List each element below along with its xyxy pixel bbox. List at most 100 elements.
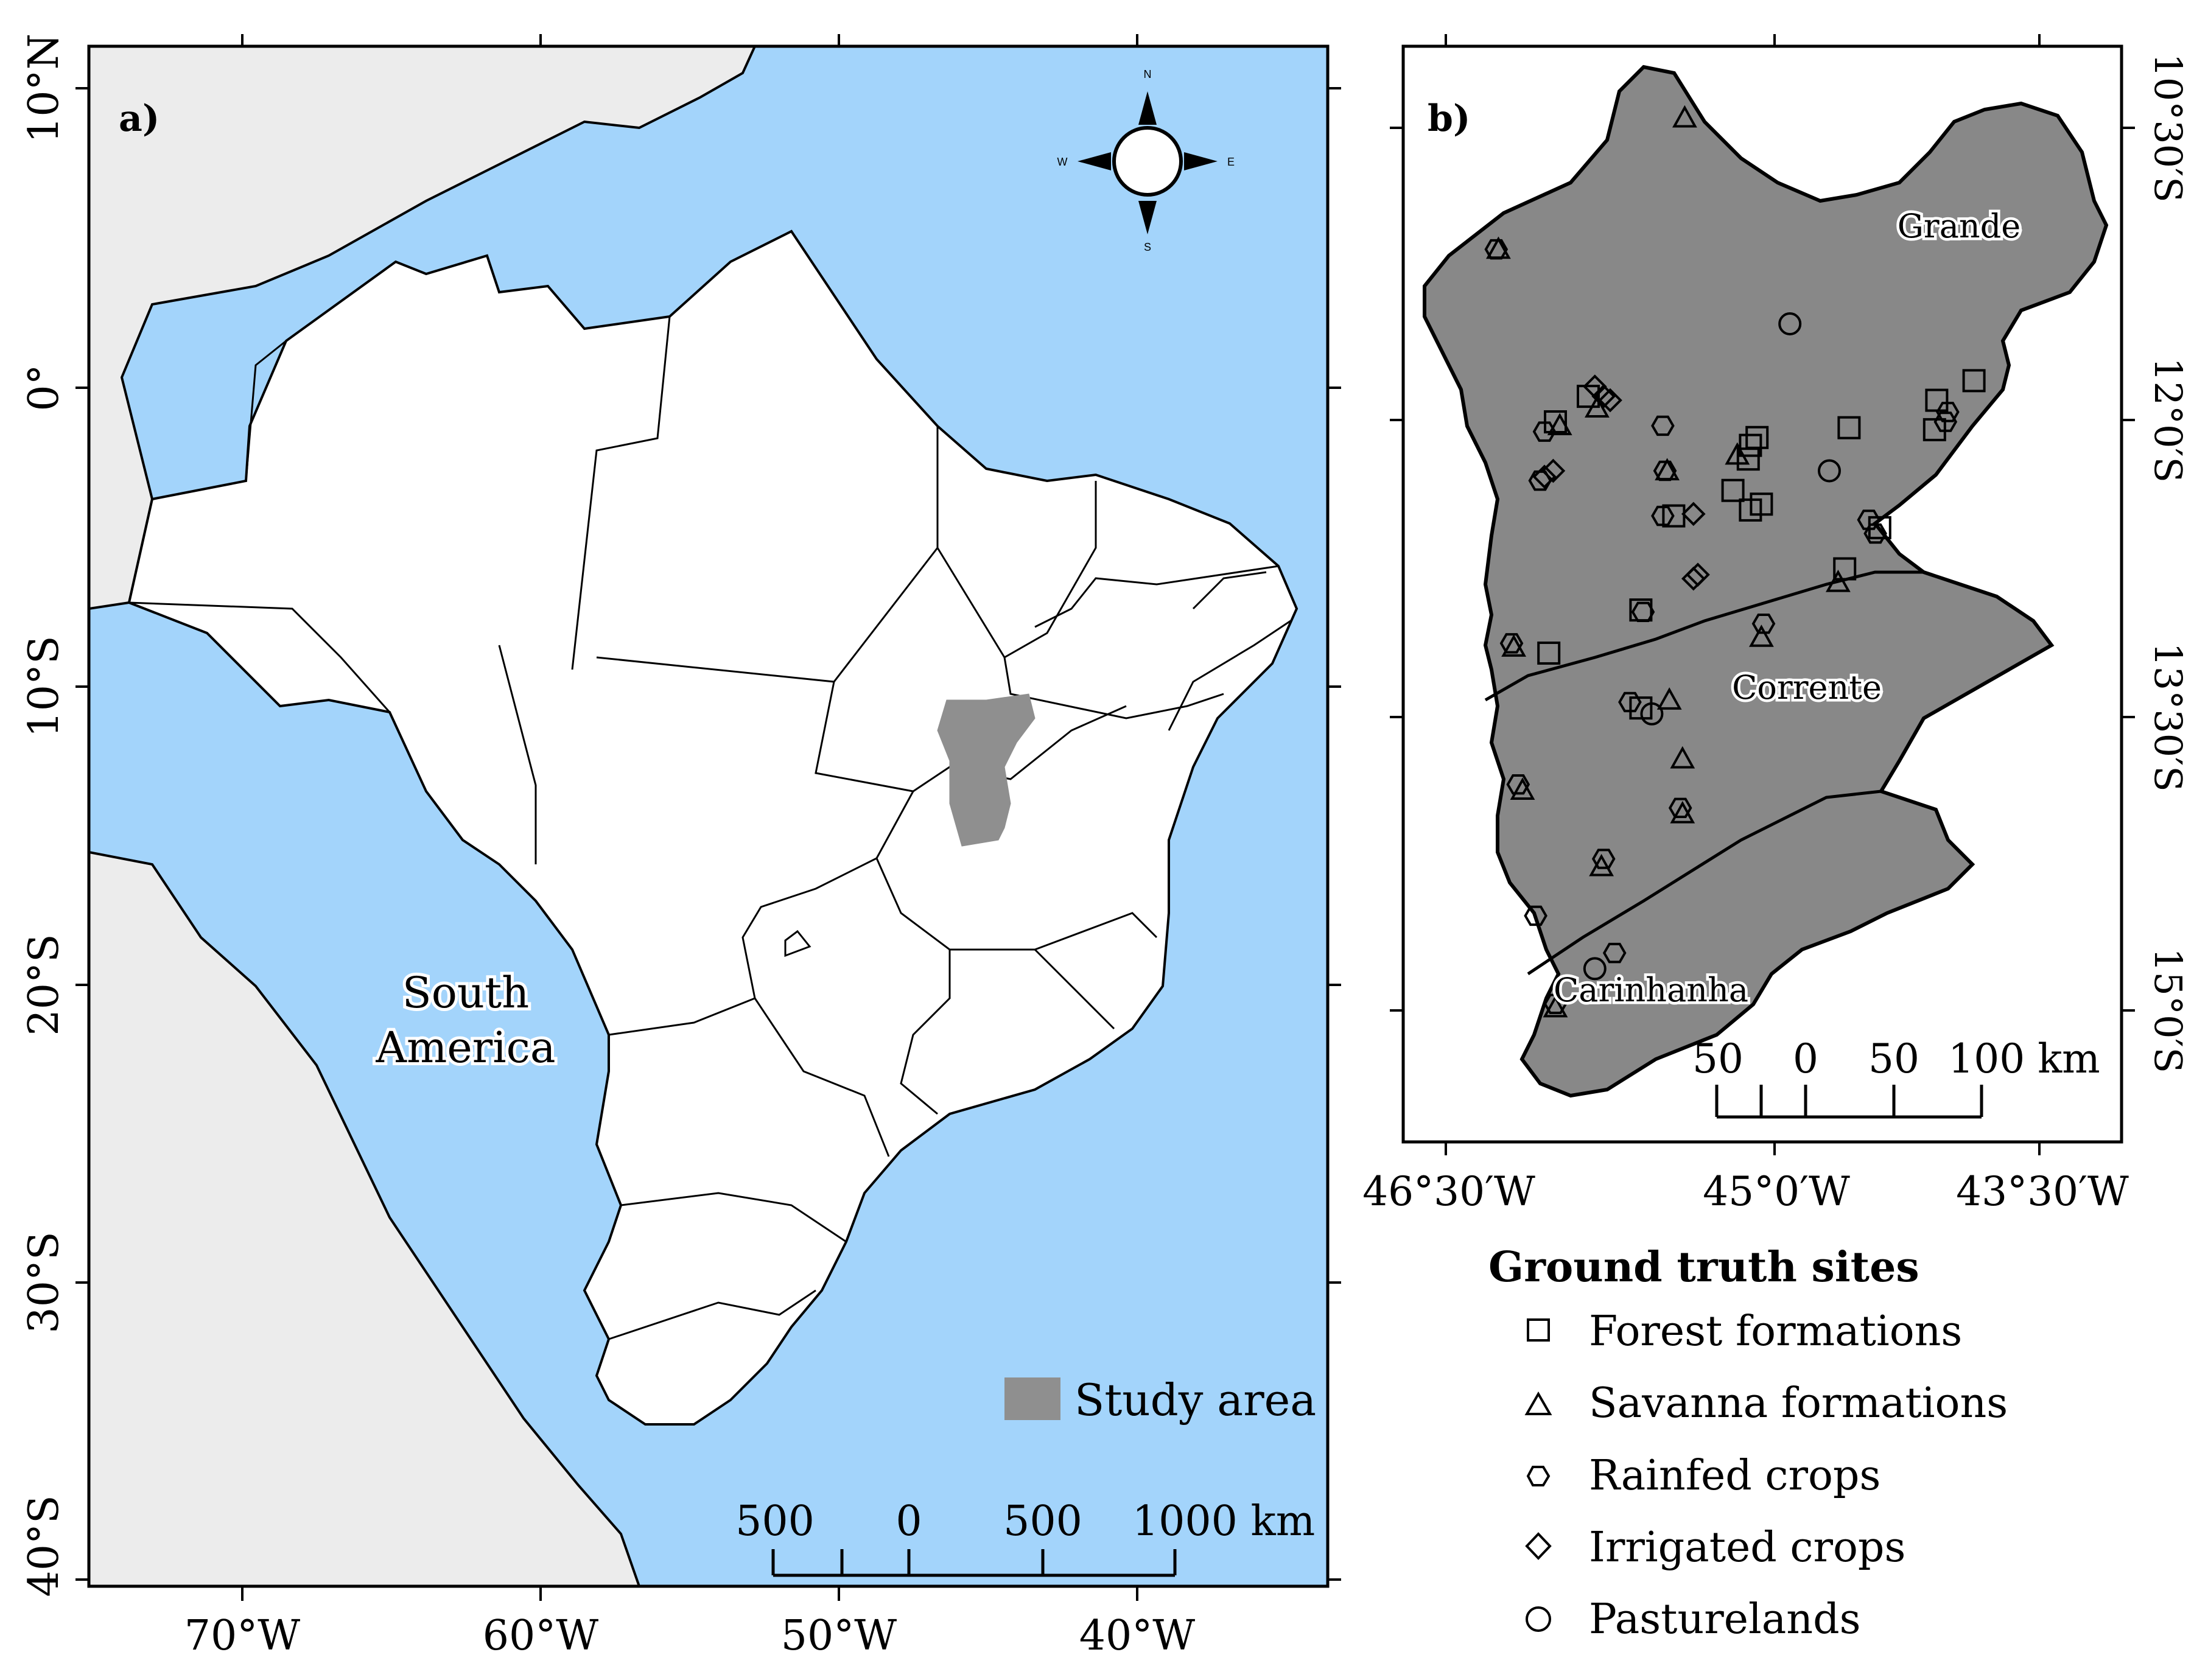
site-triangle (1585, 395, 1610, 418)
lat-tick-30s: 30°S (20, 1231, 68, 1333)
legend-item-irrigated: Irrigated crops (1525, 1524, 1905, 1572)
site-triangle (1655, 458, 1680, 481)
site-square (1750, 492, 1773, 516)
site-hexagon (1651, 415, 1675, 436)
basin-labels: Grande Corrente Carinhanha (1551, 205, 2023, 1012)
scalebar-a-label-3: 1000 km (1132, 1497, 1315, 1545)
site-hexagon (1524, 905, 1547, 926)
site-triangle (1670, 800, 1695, 824)
panel-b-frame (1401, 44, 2123, 1144)
lat-tick-10n: 10°N (20, 33, 68, 143)
site-diamond (1591, 384, 1616, 408)
scalebar-b-label-2: 50 (1868, 1035, 1919, 1082)
site-square (1925, 388, 1949, 412)
site-hexagon (1933, 411, 1958, 432)
site-hexagon (1863, 523, 1887, 544)
site-diamond (1598, 388, 1622, 413)
basin-label-corrente: Corrente (1732, 668, 1882, 707)
site-hexagon (1602, 942, 1627, 964)
legend-item-label: Irrigated crops (1589, 1524, 1905, 1572)
basin-boundary-grande-corrente (1484, 570, 1924, 702)
lat-tick-40s: 40°S (20, 1495, 68, 1597)
legend-item-label: Rainfed crops (1589, 1452, 1880, 1500)
site-hexagon (1543, 993, 1568, 1015)
site-triangle (1589, 853, 1614, 877)
basin-label-grande: Grande (1898, 207, 2020, 245)
lon-tick-45-0w: 45°0′W (1703, 1168, 1850, 1215)
basin-region (1423, 65, 2109, 1098)
scalebar-a-label-1: 0 (895, 1497, 922, 1545)
panel-a-frame (87, 44, 1330, 1588)
lon-tick-43-30w: 43°30′W (1956, 1168, 2129, 1215)
lon-tick-60w: 60°W (483, 1612, 599, 1660)
continent-label-line1: South (402, 968, 529, 1018)
study-area-legend-label: Study area (1074, 1374, 1316, 1426)
legend-item-label: Forest formations (1589, 1307, 1962, 1356)
legend-item-label: Savanna formations (1589, 1379, 2008, 1427)
site-hexagon (1751, 613, 1776, 634)
site-circle (1640, 702, 1664, 726)
site-diamond (1541, 458, 1566, 483)
site-diamond (1686, 562, 1710, 587)
site-hexagon (1651, 505, 1675, 527)
lon-tick-40w: 40°W (1079, 1612, 1196, 1660)
panel-a-label: a) (119, 97, 159, 140)
lon-tick-46-30w: 46°30′W (1362, 1168, 1535, 1215)
site-triangle (1749, 625, 1774, 647)
site-triangle (1826, 569, 1851, 592)
scalebar-a-label-0: 500 (735, 1497, 815, 1545)
panel-b-ticks (1390, 34, 2135, 1155)
panel-a-map: a) South America N S E W Study area 500 (20, 33, 1341, 1660)
panel-a-lon-labels: 70°W 60°W 50°W 40°W (184, 1612, 1196, 1660)
legend-item-forest: Forest formations (1527, 1307, 1962, 1356)
site-circle (1818, 459, 1841, 483)
legend-item-pasture: Pasturelands (1526, 1595, 1861, 1643)
site-square (1837, 416, 1861, 439)
site-square (1537, 641, 1561, 665)
site-square (1962, 369, 1986, 393)
scalebar-b-label-3: 100 km (1948, 1035, 2100, 1082)
lat-tick-10s: 10°S (20, 635, 68, 737)
diamond-icon (1525, 1532, 1552, 1560)
site-hexagon (1857, 509, 1881, 530)
scalebar-a: 500 0 500 1000 km (735, 1497, 1315, 1577)
panel-b-label: b) (1428, 97, 1470, 140)
ground-truth-legend: Ground truth sites Forest formations Sav… (1488, 1243, 2008, 1643)
site-triangle (1543, 995, 1568, 1018)
site-triangle (1725, 442, 1750, 465)
continent-label-line2: America (375, 1023, 555, 1073)
site-triangle (1486, 236, 1511, 259)
lat-tick-10-30s: 10°30′S (2146, 53, 2190, 202)
scalebar-b-label-1: 0 (1793, 1035, 1818, 1082)
lon-tick-70w: 70°W (184, 1612, 301, 1660)
scalebar-a-label-2: 500 (1003, 1497, 1082, 1545)
site-square (1629, 696, 1653, 720)
site-triangle (1656, 687, 1682, 710)
site-triangle (1501, 634, 1526, 657)
continent-label: South America (372, 965, 558, 1076)
scalebar-b: 50 0 50 100 km (1692, 1035, 2100, 1119)
site-square (1577, 385, 1600, 408)
site-triangle (1510, 777, 1535, 800)
hexagon-icon (1526, 1466, 1551, 1486)
site-circle (1583, 957, 1607, 981)
triangle-icon (1524, 1391, 1552, 1415)
basin-boundary-corrente-carinhanha (1527, 789, 1882, 976)
study-area-swatch (1004, 1377, 1060, 1420)
site-hexagon (1618, 691, 1642, 713)
site-hexagon (1506, 774, 1530, 795)
panel-b-map: b) Grande Corrente Carinhanha 50 0 50 10… (1362, 34, 2190, 1215)
site-hexagon (1631, 601, 1655, 623)
site-hexagon (1499, 633, 1524, 654)
site-diamond (1681, 502, 1706, 527)
site-square (1739, 433, 1762, 457)
lat-tick-20s: 20°S (20, 934, 68, 1035)
lat-tick-0: 0° (20, 364, 68, 411)
legend-title: Ground truth sites (1488, 1243, 1919, 1292)
site-square (1736, 447, 1760, 471)
ground-truth-sites (1484, 105, 1986, 1018)
square-icon (1527, 1318, 1550, 1342)
panel-a-lat-labels: 10°N 0° 10°S 20°S 30°S 40°S (20, 33, 68, 1597)
legend-item-rainfed: Rainfed crops (1526, 1452, 1880, 1500)
